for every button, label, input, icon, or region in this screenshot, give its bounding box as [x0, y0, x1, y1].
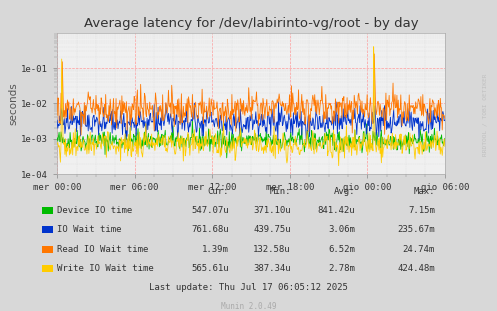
Text: Device IO time: Device IO time [57, 206, 132, 215]
Text: 235.67m: 235.67m [397, 225, 435, 234]
Text: Avg:: Avg: [334, 187, 355, 196]
Text: 371.10u: 371.10u [253, 206, 291, 215]
Text: 6.52m: 6.52m [329, 245, 355, 253]
Text: Max:: Max: [414, 187, 435, 196]
Text: IO Wait time: IO Wait time [57, 225, 122, 234]
Text: 2.78m: 2.78m [329, 264, 355, 273]
Text: 24.74m: 24.74m [403, 245, 435, 253]
Text: Read IO Wait time: Read IO Wait time [57, 245, 149, 253]
Text: Cur:: Cur: [207, 187, 229, 196]
Text: 3.06m: 3.06m [329, 225, 355, 234]
Text: Min:: Min: [269, 187, 291, 196]
Text: 132.58u: 132.58u [253, 245, 291, 253]
Text: 841.42u: 841.42u [318, 206, 355, 215]
Text: 761.68u: 761.68u [191, 225, 229, 234]
Text: 1.39m: 1.39m [202, 245, 229, 253]
Title: Average latency for /dev/labirinto-vg/root - by day: Average latency for /dev/labirinto-vg/ro… [83, 17, 418, 30]
Text: RRDTOOL / TOBI OETIKER: RRDTOOL / TOBI OETIKER [482, 74, 487, 156]
Text: 547.07u: 547.07u [191, 206, 229, 215]
Text: 7.15m: 7.15m [408, 206, 435, 215]
Text: 424.48m: 424.48m [397, 264, 435, 273]
Text: 387.34u: 387.34u [253, 264, 291, 273]
Text: Write IO Wait time: Write IO Wait time [57, 264, 154, 273]
Text: 565.61u: 565.61u [191, 264, 229, 273]
Y-axis label: seconds: seconds [8, 82, 18, 125]
Text: Last update: Thu Jul 17 06:05:12 2025: Last update: Thu Jul 17 06:05:12 2025 [149, 283, 348, 292]
Text: Munin 2.0.49: Munin 2.0.49 [221, 303, 276, 311]
Text: 439.75u: 439.75u [253, 225, 291, 234]
